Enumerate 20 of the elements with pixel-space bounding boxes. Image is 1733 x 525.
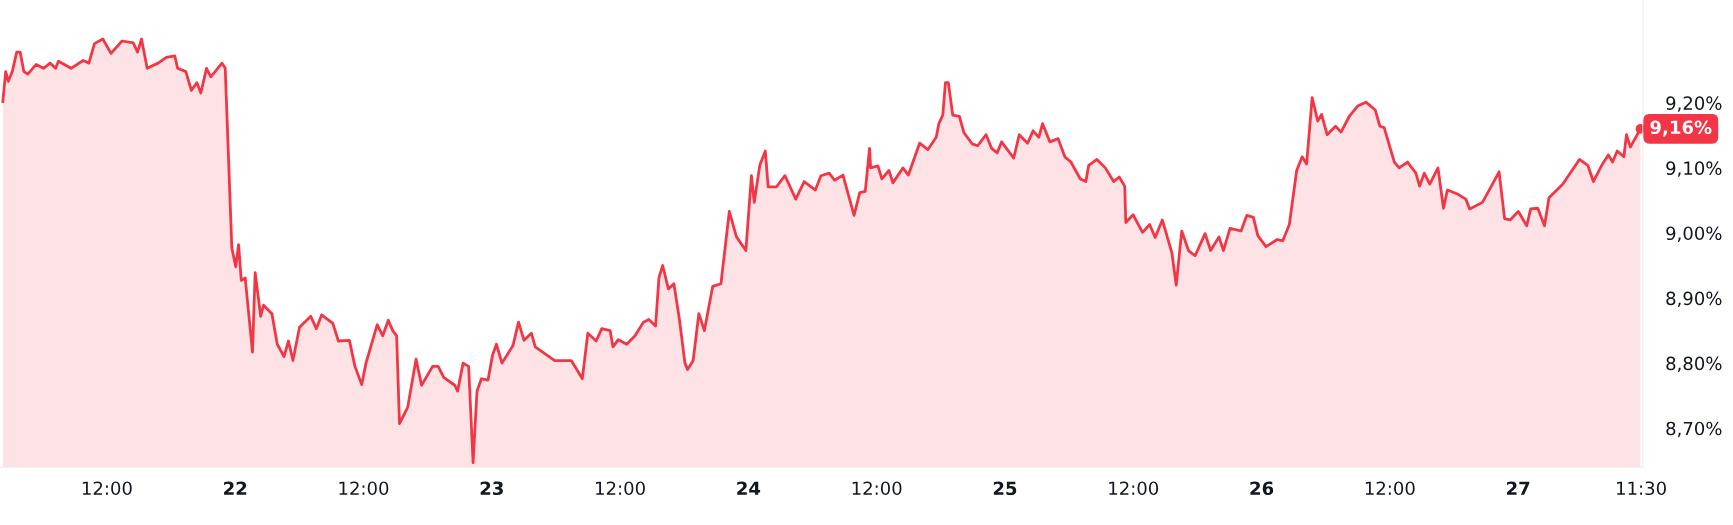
x-tick-label: 12:00 [596, 481, 645, 496]
x-tick-label: 25 [993, 481, 1017, 496]
x-tick-label: 12:00 [1365, 481, 1415, 496]
x-tick-label: 12:00 [852, 481, 902, 496]
x-tick-label: 11:30 [1617, 481, 1666, 496]
x-tick-label: 22 [224, 481, 247, 495]
y-tick-label: 8,80% [1666, 356, 1722, 373]
x-tick-label: 23 [480, 481, 503, 496]
x-tick-label: 12:00 [1109, 481, 1159, 496]
y-tick-label: 9,20% [1666, 96, 1722, 112]
x-tick-label: 12:00 [339, 481, 389, 496]
x-tick-label: 12:00 [82, 481, 132, 496]
y-tick-label: 9,00% [1666, 226, 1722, 242]
y-tick-label: 8,90% [1666, 291, 1722, 308]
x-tick-label: 27 [1507, 481, 1530, 495]
annotation: 9,16% [1650, 120, 1712, 137]
x-tick-label: 24 [737, 481, 761, 495]
y-tick-label: 8,70% [1666, 421, 1722, 438]
x-tick-label: 26 [1250, 481, 1274, 496]
y-tick-label: 9,10% [1666, 161, 1722, 177]
